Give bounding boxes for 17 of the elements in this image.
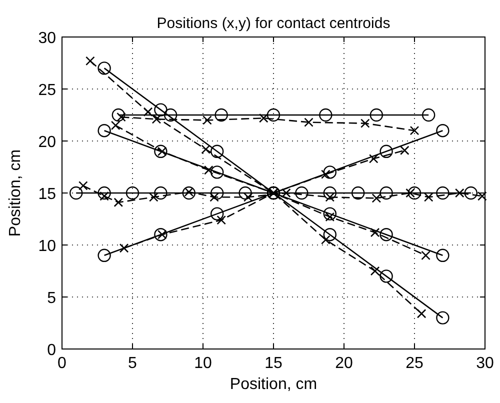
y-tick-label: 20 — [38, 134, 56, 151]
x-tick-label: 5 — [128, 355, 138, 372]
chart-title: Positions (x,y) for contact centroids — [156, 15, 390, 32]
x-axis-title: Position, cm — [230, 376, 318, 393]
x-tick-label: 30 — [476, 355, 494, 372]
x-tick-label: 15 — [264, 355, 282, 372]
y-tick-label: 10 — [38, 238, 56, 255]
x-tick-label: 25 — [406, 355, 424, 372]
y-tick-label: 15 — [38, 186, 56, 203]
y-tick-label: 5 — [47, 290, 56, 307]
x-tick-label: 20 — [335, 355, 353, 372]
y-axis-title: Position, cm — [7, 149, 24, 237]
y-tick-label: 25 — [38, 82, 56, 99]
y-tick-label: 30 — [38, 30, 56, 47]
x-tick-label: 10 — [194, 355, 212, 372]
x-tick-label: 0 — [58, 355, 67, 372]
y-tick-label: 0 — [47, 342, 56, 359]
